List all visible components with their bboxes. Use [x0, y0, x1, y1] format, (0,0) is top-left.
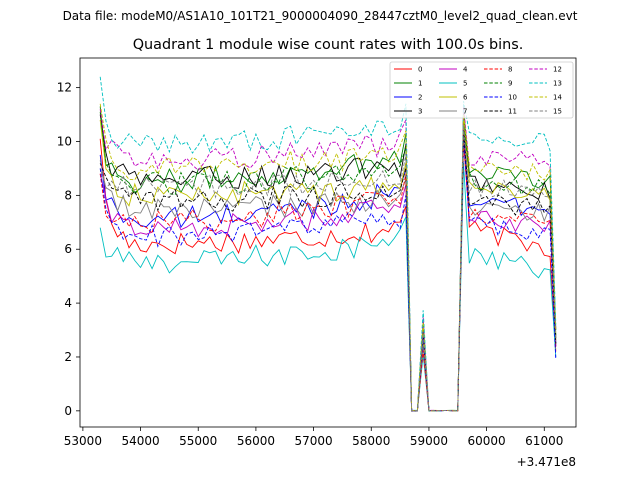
x-tick-label: 57000 — [294, 434, 332, 448]
plot-frame — [79, 57, 577, 428]
x-tick-label: 56000 — [237, 434, 275, 448]
legend-label-3: 3 — [418, 108, 422, 116]
y-tick-label: 4 — [64, 296, 72, 310]
series-line-6 — [99, 117, 557, 412]
y-tick-label: 10 — [57, 134, 72, 148]
legend-label-9: 9 — [508, 80, 512, 88]
legend-label-4: 4 — [463, 66, 468, 74]
x-tick-label: 58000 — [352, 434, 390, 448]
legend-label-5: 5 — [463, 80, 467, 88]
x-tick-label: 61000 — [525, 434, 563, 448]
series-line-5 — [99, 163, 557, 411]
series-line-1 — [99, 106, 557, 412]
legend-label-13: 13 — [553, 80, 562, 88]
legend-frame — [389, 61, 574, 119]
y-tick-label: 0 — [64, 404, 72, 418]
x-tick-label: 55000 — [179, 434, 217, 448]
legend-label-14: 14 — [553, 94, 562, 102]
y-tick-label: 12 — [57, 81, 72, 95]
x-tick-label: 53000 — [64, 434, 102, 448]
y-tick-label: 8 — [64, 188, 72, 202]
suptitle: Data file: modeM0/AS1A10_101T21_90000040… — [63, 9, 578, 23]
legend-label-7: 7 — [463, 108, 467, 116]
series-line-7 — [99, 133, 557, 412]
legend-label-11: 11 — [508, 108, 517, 116]
x-tick-label: 54000 — [121, 434, 159, 448]
x-tick-label: 60000 — [468, 434, 506, 448]
y-tick-label: 6 — [64, 242, 72, 256]
legend-label-8: 8 — [508, 66, 512, 74]
legend-label-10: 10 — [508, 94, 517, 102]
series-line-12 — [99, 106, 557, 412]
series-line-14 — [99, 103, 557, 412]
legend-label-6: 6 — [463, 94, 468, 102]
legend-label-0: 0 — [418, 66, 422, 74]
x-tick-label: 59000 — [410, 434, 448, 448]
series-line-0 — [99, 114, 557, 412]
legend-label-2: 2 — [418, 94, 422, 102]
y-tick-label: 2 — [64, 350, 72, 364]
plot-background — [80, 58, 576, 427]
chart-title: Quadrant 1 module wise count rates with … — [133, 37, 524, 53]
series-line-2 — [99, 127, 557, 412]
y-axis: 0 2 4 6 8 10 12 — [57, 81, 80, 418]
legend-label-12: 12 — [553, 66, 562, 74]
series-line-10 — [99, 136, 557, 412]
legend-label-1: 1 — [418, 80, 422, 88]
series-line-9 — [99, 111, 557, 412]
x-offset-label: +3.471e8 — [517, 455, 576, 469]
series-line-15 — [99, 125, 557, 412]
series-layer — [99, 76, 557, 412]
series-line-8 — [99, 141, 557, 412]
plot-area — [79, 57, 577, 428]
series-line-4 — [99, 141, 557, 412]
x-axis: 53000 54000 55000 56000 57000 58000 59000 60000… — [64, 427, 563, 448]
legend-label-15: 15 — [553, 108, 562, 116]
